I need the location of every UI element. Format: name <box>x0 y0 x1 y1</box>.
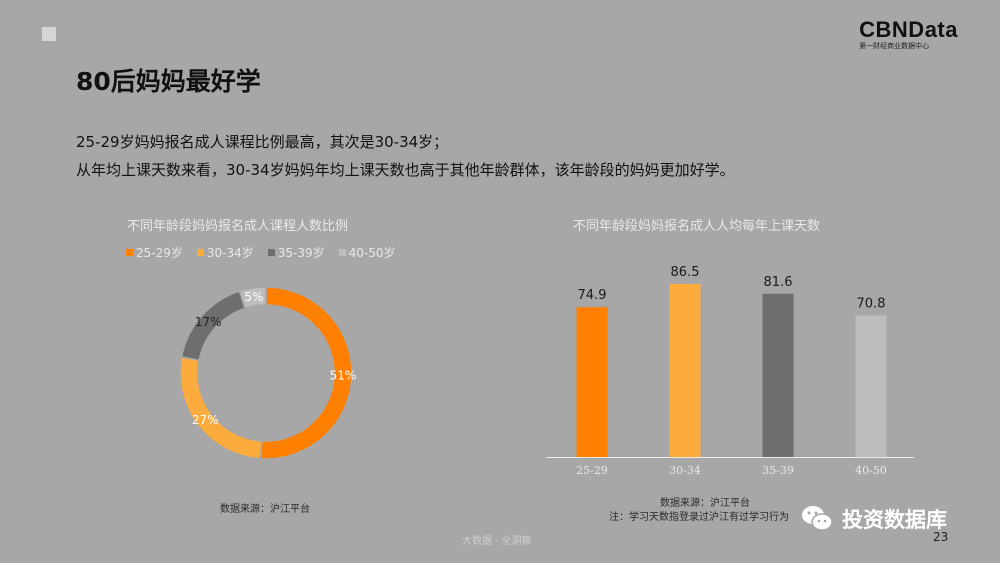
cbndata-logo: CBNData 第一财经商业数据中心 <box>859 18 958 51</box>
legend-label: 25-29岁 <box>136 246 183 260</box>
slice-label: 5% <box>244 290 263 304</box>
bar-note: 注：学习天数指登录过沪江有过学习行为 <box>609 512 789 523</box>
bar-category-label: 30-34 <box>669 464 701 477</box>
legend-label: 35-39岁 <box>277 246 325 260</box>
slice-label: 51% <box>330 368 357 382</box>
legend-item: 30-34岁 <box>196 244 254 261</box>
legend-label: 30-34岁 <box>206 246 254 260</box>
legend-swatch <box>338 249 346 256</box>
page-number: 23 <box>933 530 949 544</box>
bar-category-label: 40-50 <box>855 464 887 477</box>
legend-label: 40-50岁 <box>348 246 396 260</box>
donut-chart-title: 不同年龄段妈妈报名成人课程人数比例 <box>127 219 349 234</box>
donut-slice <box>238 286 267 310</box>
legend-swatch <box>267 249 275 256</box>
desc-line-1: 25-29岁妈妈报名成人课程比例最高，其次是30-34岁； <box>76 133 449 151</box>
bar <box>762 293 794 457</box>
slide-marker <box>42 27 56 41</box>
logo-sub-text: 第一财经商业数据中心 <box>859 42 930 50</box>
legend-item: 35-39岁 <box>267 244 325 261</box>
legend-swatch <box>196 249 204 256</box>
donut-slice <box>179 356 263 460</box>
bar-value-label: 81.6 <box>764 275 793 290</box>
bar-category-label: 35-39 <box>762 464 794 477</box>
bar <box>669 284 701 457</box>
wechat-icon <box>802 506 833 531</box>
bar-source: 数据来源：沪江平台 <box>660 498 750 509</box>
slide-title: 80后妈妈最好学 <box>76 67 261 96</box>
logo-main-text: CBNData <box>859 17 958 42</box>
bar <box>576 307 608 457</box>
donut-source: 数据来源：沪江平台 <box>220 504 310 515</box>
footer-tagline: 大数据 · 全洞察 <box>462 536 532 547</box>
bar-category-label: 25-29 <box>576 464 608 477</box>
legend-item: 40-50岁 <box>338 244 396 261</box>
bar-value-label: 86.5 <box>671 265 700 280</box>
bar-chart-title: 不同年龄段妈妈报名成人人均每年上课天数 <box>573 219 821 234</box>
slide-description: 25-29岁妈妈报名成人课程比例最高，其次是30-34岁； 从年均上课天数来看，… <box>76 128 735 184</box>
legend-item: 25-29岁 <box>126 244 183 261</box>
donut-legend: 25-29岁 30-34岁 35-39岁 40-50岁 <box>126 244 396 261</box>
slice-label: 17% <box>195 315 222 329</box>
legend-swatch <box>126 249 133 256</box>
watermark: 投资数据库 <box>800 502 947 536</box>
bar-value-label: 74.9 <box>578 288 607 303</box>
bar <box>855 315 887 457</box>
bar-value-label: 70.8 <box>857 296 886 311</box>
desc-line-2: 从年均上课天数来看，30-34岁妈妈年均上课天数也高于其他年龄群体，该年龄段的妈… <box>76 161 735 179</box>
watermark-text: 投资数据库 <box>842 508 947 532</box>
slice-label: 27% <box>192 413 219 427</box>
